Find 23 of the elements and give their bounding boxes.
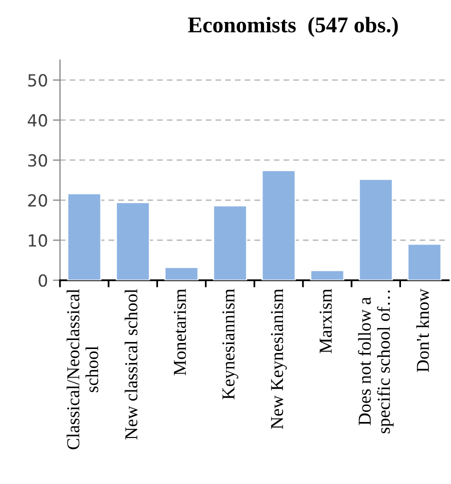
chart-title: Economists (547 obs.): [188, 16, 398, 37]
bar: [262, 170, 296, 280]
x-tick-label: Classical/Neoclassical school: [66, 288, 98, 450]
bar: [212, 205, 248, 280]
bar: [116, 202, 150, 280]
x-tick-label: New classical school: [124, 288, 138, 440]
y-tick-label: 20: [28, 194, 48, 207]
bar: [67, 193, 102, 280]
x-tick-label: Marxism: [320, 288, 332, 354]
y-tick-label: 10: [28, 234, 48, 247]
x-tick-label: Don't know: [416, 288, 429, 372]
x-tick-label: New Keynesianism: [270, 288, 287, 429]
x-tick-label: Does not follow a specific school of…: [358, 290, 394, 434]
bar: [164, 266, 199, 280]
bar: [310, 270, 344, 280]
bar: [358, 178, 393, 280]
x-tick-label: Monetarism: [174, 288, 186, 376]
bar: [407, 244, 442, 280]
x-tick-label: Keynesiannism: [222, 288, 238, 400]
y-tick-label: 40: [28, 114, 48, 127]
y-tick-label: 0: [38, 274, 48, 287]
y-tick-label: 50: [28, 74, 48, 87]
y-tick-label: 30: [28, 154, 48, 167]
